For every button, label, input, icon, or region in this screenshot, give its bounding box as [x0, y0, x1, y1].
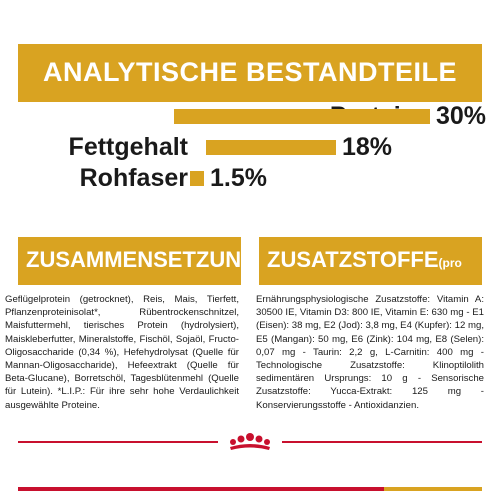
footer-line-right	[282, 441, 482, 443]
bar-fettgehalt	[206, 140, 336, 155]
additives-text: Ernährungsphysiologische Zusatzstoffe: V…	[256, 294, 484, 411]
footer-stripe-red	[18, 487, 384, 491]
bar-rohfaser	[190, 171, 204, 186]
additives-title: ZUSATZSTOFFE	[267, 247, 439, 272]
footer-stripe-gold	[384, 487, 482, 491]
value-fettgehalt: 18%	[342, 133, 393, 161]
value-protein: 30%	[436, 102, 487, 130]
additives-panel: ZUSATZSTOFFE(pro kg) Ernährungsphysiolog…	[256, 237, 484, 411]
composition-text: Geflügelprotein (getrocknet), Reis, Mais…	[5, 294, 239, 411]
footer-stripe	[0, 487, 500, 491]
label-fettgehalt: Fettgehalt	[68, 133, 188, 161]
label-rohfaser: Rohfaser	[79, 164, 188, 192]
row-fettgehalt: Fettgehalt	[0, 132, 188, 162]
composition-panel: ZUSAMMENSETZUNG Geflügelprotein (getrock…	[5, 237, 258, 411]
value-rohfaser: 1.5%	[210, 164, 267, 192]
royal-canin-crown-logo-icon	[230, 433, 270, 450]
composition-title: ZUSAMMENSETZUNG	[26, 247, 259, 272]
additives-unit: (pro kg)	[267, 256, 462, 301]
footer-line-left	[18, 441, 218, 443]
additives-header: ZUSATZSTOFFE(pro kg)	[259, 237, 482, 301]
composition-header: ZUSAMMENSETZUNG	[18, 237, 258, 285]
row-rohfaser: Rohfaser	[0, 163, 188, 193]
bar-protein	[174, 109, 430, 124]
analysis-title: ANALYTISCHE BESTANDTEILE	[42, 57, 458, 87]
analysis-banner: ANALYTISCHE BESTANDTEILE	[18, 44, 482, 102]
additives-title-wrap: ZUSATZSTOFFE(pro kg)	[267, 246, 482, 308]
